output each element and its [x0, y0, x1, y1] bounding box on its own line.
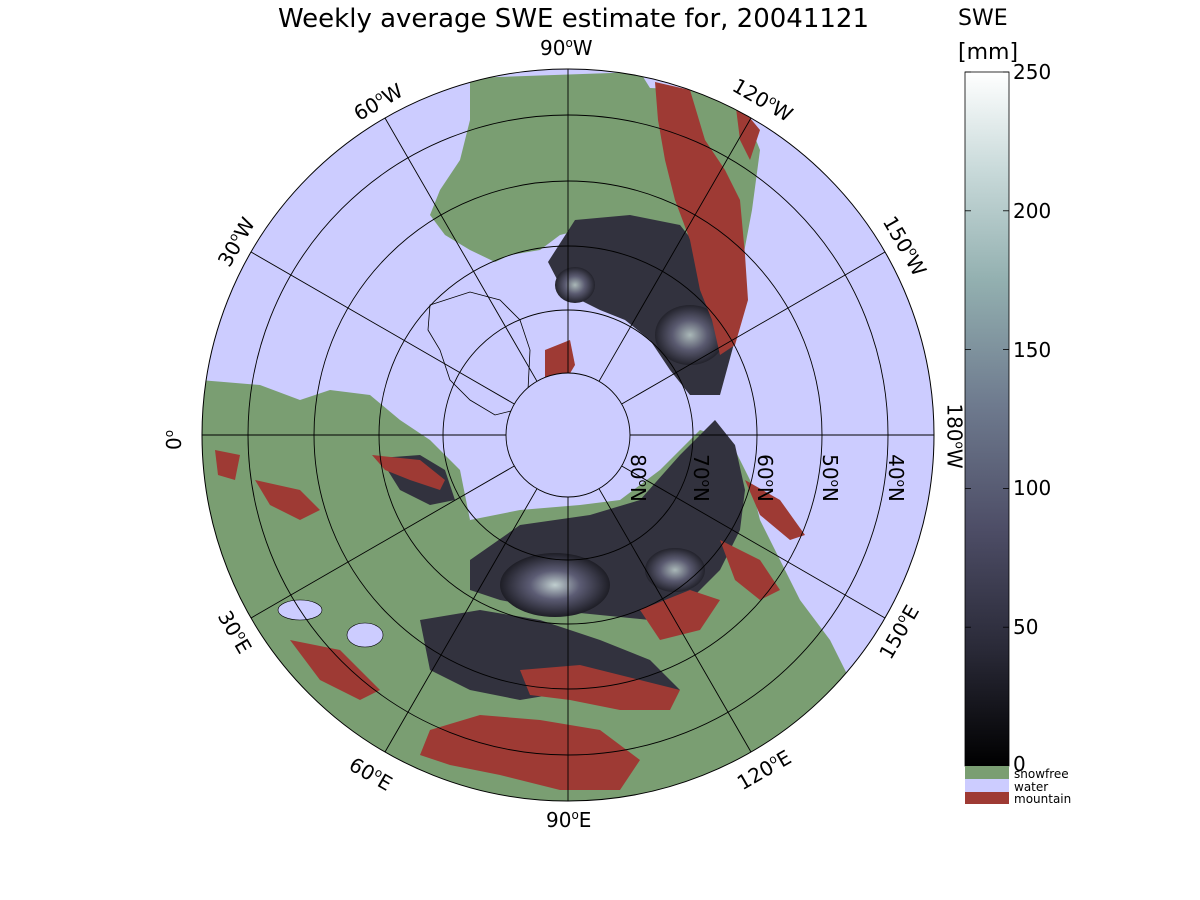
- coast-range: [735, 100, 760, 160]
- siberia-snow-bright: [645, 548, 705, 592]
- meridian-line: [598, 117, 752, 382]
- meridian-line: [384, 488, 538, 753]
- meridian-line: [250, 251, 515, 405]
- lon-label-0: 0o: [162, 429, 187, 451]
- mountain-label: mountain: [1014, 792, 1072, 806]
- snowfree-swatch: [965, 766, 1009, 779]
- central-asian-mountains: [520, 665, 680, 710]
- turkey-iran-mountains: [290, 640, 380, 700]
- arctic-ocean: [506, 373, 630, 497]
- canada-snow-bright: [655, 305, 725, 365]
- snowfree-label: snowfree: [1014, 767, 1069, 781]
- lat-label-70n: 70oN: [688, 454, 713, 502]
- meridian-line: [621, 251, 886, 405]
- colorbar-tick-label: 200: [1013, 198, 1052, 223]
- lat-label-50n: 50oN: [817, 454, 842, 502]
- colorbar-tick-label: 150: [1013, 337, 1052, 362]
- colorbar-units: [mm]: [958, 40, 1019, 65]
- east-siberian-mountains: [720, 540, 780, 600]
- meridian-line: [384, 117, 538, 382]
- lat-label-60n: 60oN: [752, 454, 777, 502]
- canada-snow-bright: [555, 267, 595, 303]
- meridian-line: [250, 465, 515, 619]
- land-layer: [202, 72, 850, 801]
- kamchatka-mountains: [745, 480, 805, 540]
- colorbar-tick-label: 50: [1013, 615, 1039, 640]
- meridian-line: [598, 488, 752, 753]
- colorbar-tick-label: 100: [1013, 476, 1052, 501]
- colorbar-tick-label: 0: [1013, 752, 1026, 776]
- colorbar-title: SWE: [958, 6, 1008, 31]
- lon-label-180w: 180oW: [942, 403, 967, 469]
- europe-land: [202, 380, 470, 640]
- scandinavian-mountains: [372, 455, 445, 490]
- caspian-sea: [346, 622, 384, 648]
- siberia-snow-bright: [500, 553, 610, 617]
- water-swatch: [965, 779, 1009, 792]
- lat-label-80n: 80oN: [625, 454, 650, 502]
- iberia-mountains: [215, 450, 240, 480]
- colorbar-gradient: [964, 71, 1010, 767]
- far-east-mountains: [640, 590, 720, 640]
- water-label: water: [1014, 780, 1049, 794]
- lon-label-90w: 90oW: [540, 36, 593, 60]
- colorbar: [964, 71, 1010, 804]
- lon-label-90e: 90oE: [546, 808, 592, 832]
- colorbar-tick-label: 250: [1013, 60, 1052, 84]
- meridian-line: [621, 465, 886, 619]
- globe: [201, 68, 935, 802]
- mountain-swatch: [965, 792, 1009, 804]
- map-title: Weekly average SWE estimate for, 2004112…: [278, 4, 870, 34]
- lat-label-40n: 40oN: [883, 454, 908, 502]
- alps: [255, 480, 320, 520]
- meridian-lines: [202, 69, 934, 801]
